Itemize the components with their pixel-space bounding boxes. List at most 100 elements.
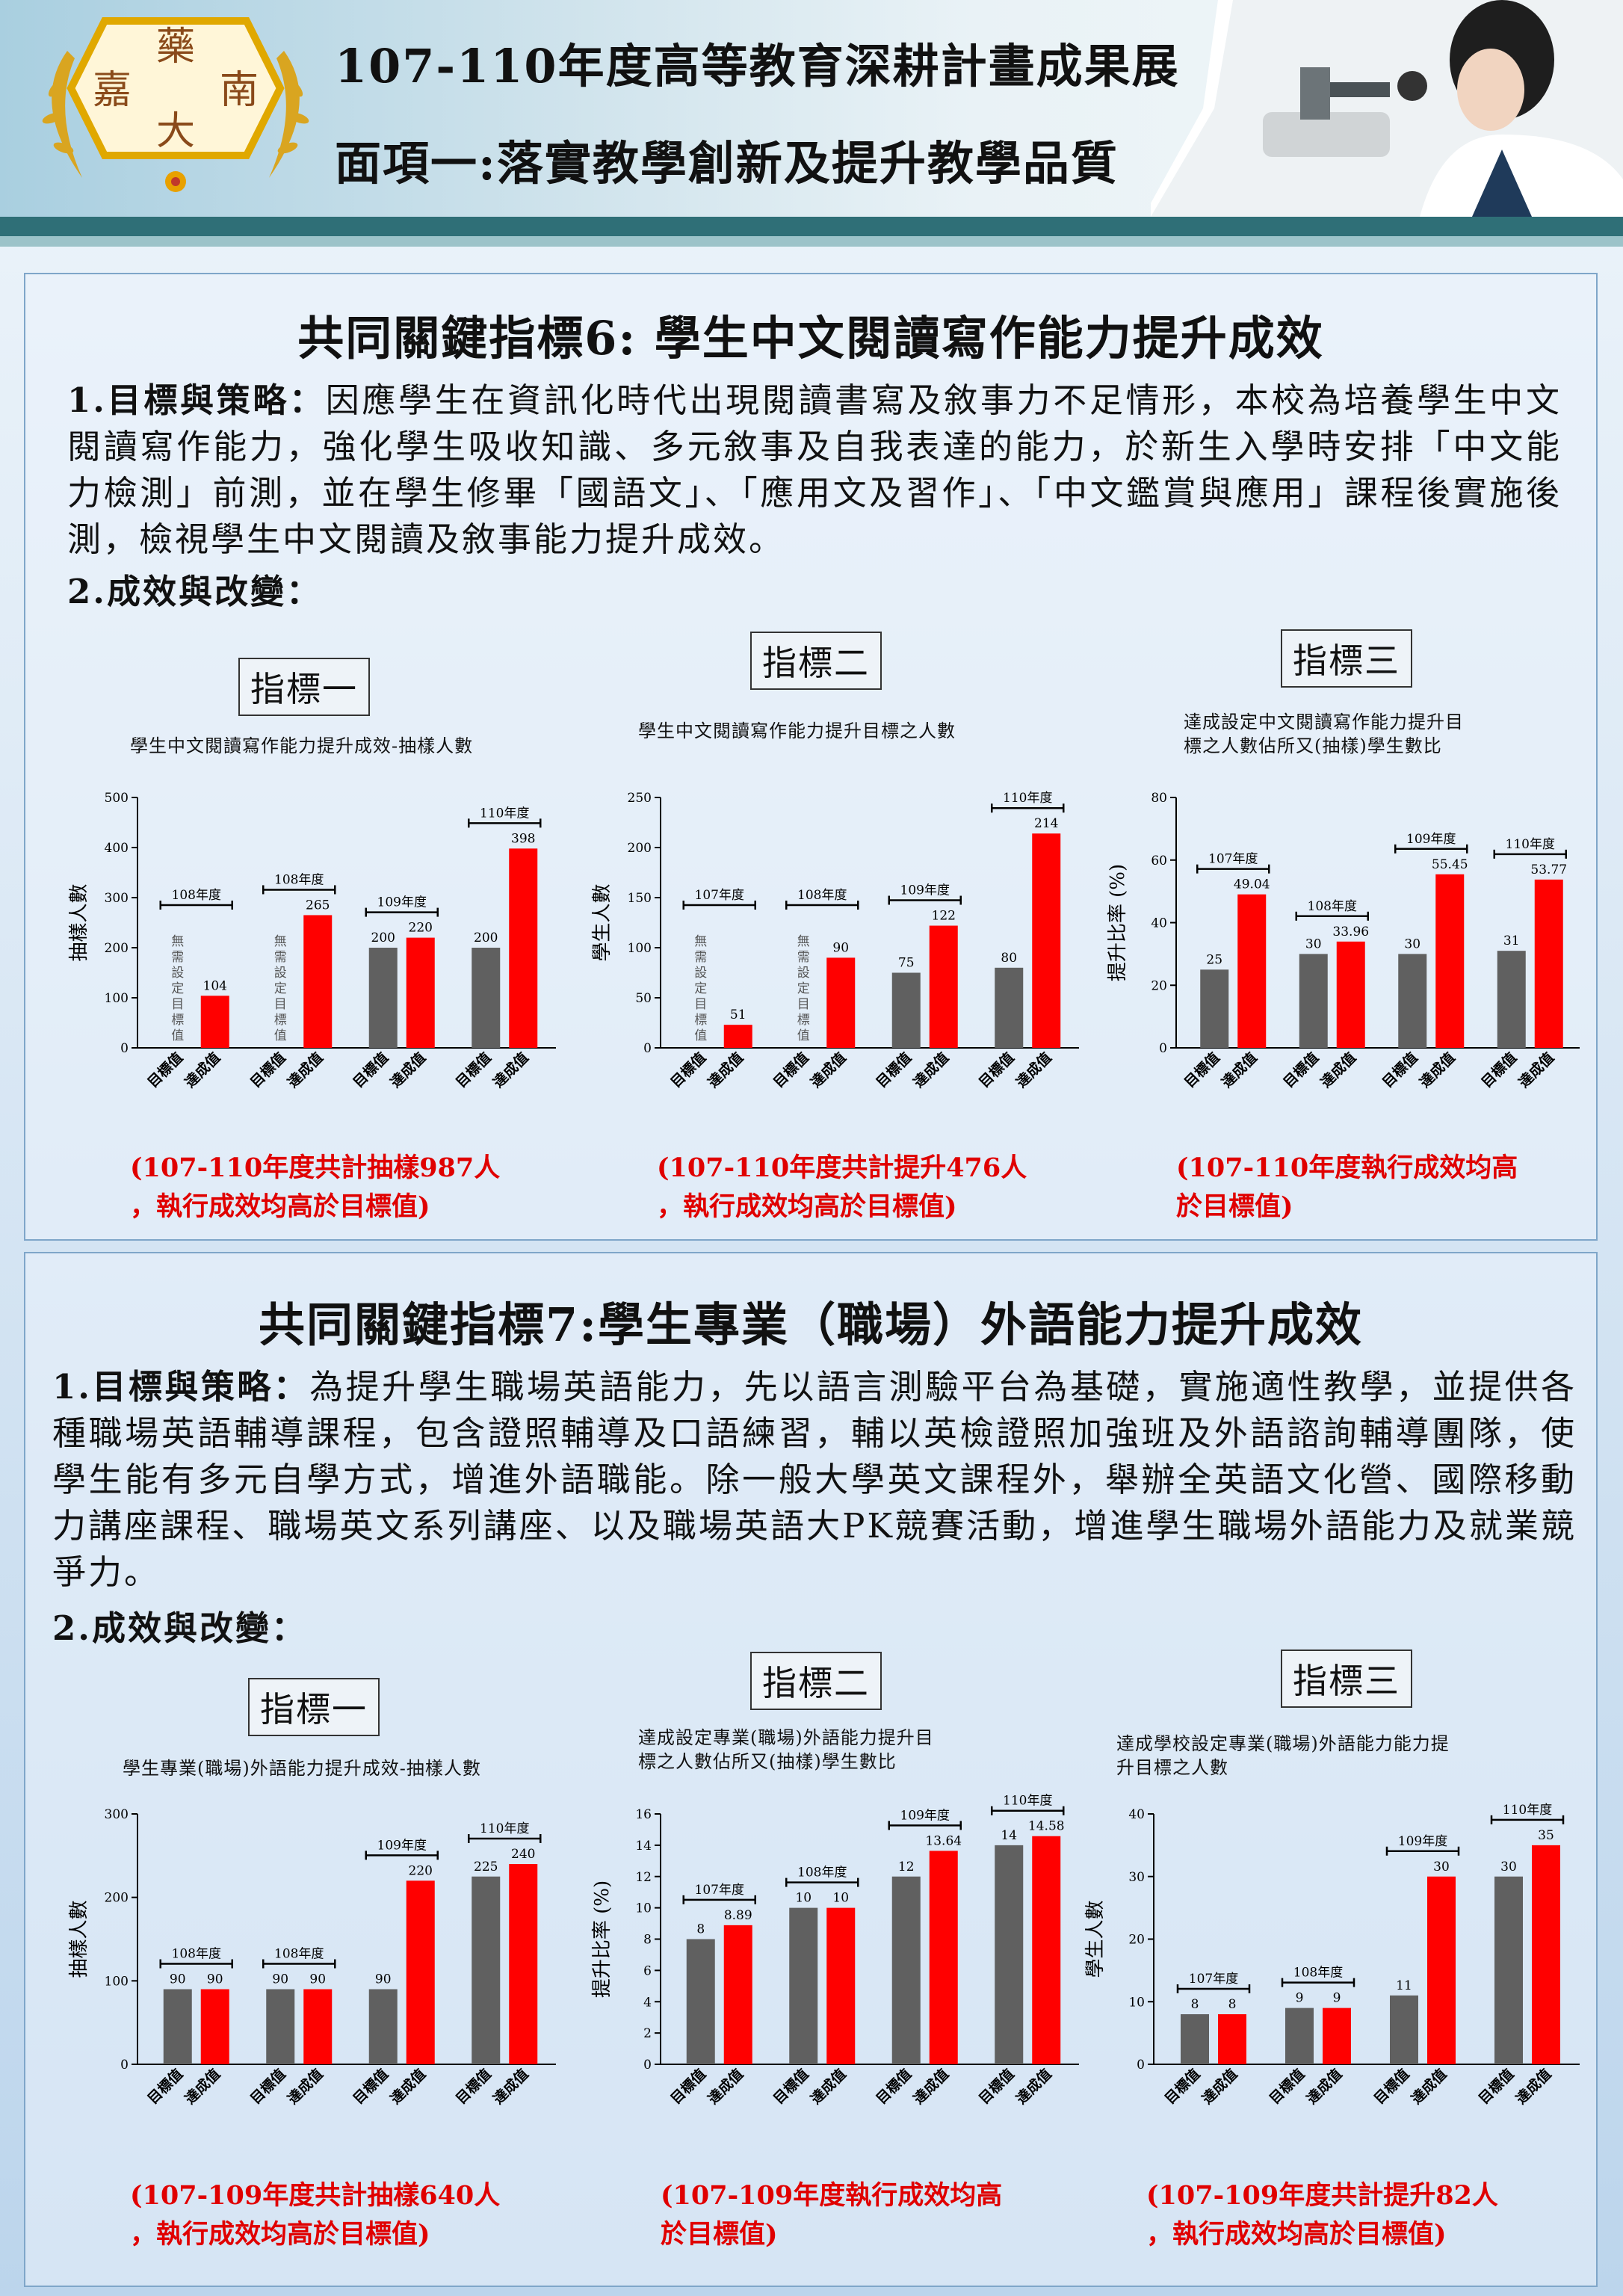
chart-title-3-line1: 達成設定中文閱讀寫作能力提升目 bbox=[1184, 712, 1464, 732]
y-tick-label: 20 bbox=[1128, 1933, 1145, 1948]
para-body: 為提升學生職場英語能力，先以語言測驗平台為基礎，實施適性教學，並提供各種職場英語… bbox=[52, 1367, 1577, 1592]
bar-target bbox=[1390, 1995, 1418, 2064]
bar-target bbox=[1497, 951, 1526, 1048]
chart-title-2: 學生中文閱讀寫作能力提升目標之人數 bbox=[638, 720, 956, 741]
y-tick-label: 10 bbox=[1128, 1995, 1145, 2010]
y-tick-label: 80 bbox=[1151, 791, 1167, 806]
year-label: 110年度 bbox=[1503, 1803, 1552, 1818]
data-label-target: 75 bbox=[898, 956, 915, 971]
target-note-char: 定 bbox=[797, 981, 810, 996]
data-label-target: 11 bbox=[1396, 1978, 1412, 1993]
target-note-char: 需 bbox=[694, 950, 707, 965]
x-category-label: 目標值 bbox=[1266, 2065, 1308, 2108]
data-label-achieved: 398 bbox=[511, 831, 535, 846]
y-tick-label: 4 bbox=[643, 1995, 652, 2010]
data-label-target: 80 bbox=[1001, 951, 1017, 966]
indicator-label-1: 指標一 bbox=[248, 1678, 380, 1736]
data-label-target: 30 bbox=[1500, 1860, 1517, 1874]
year-label: 110年度 bbox=[480, 1821, 529, 1836]
year-label: 108年度 bbox=[1308, 899, 1357, 914]
bar-target bbox=[1181, 2014, 1209, 2064]
y-axis-label: 提升比率 (%) bbox=[1107, 864, 1129, 981]
year-label: 110年度 bbox=[480, 806, 529, 821]
data-label-target: 8 bbox=[1191, 1997, 1199, 2012]
data-label-target: 8 bbox=[696, 1922, 705, 1937]
target-note-char: 標 bbox=[171, 1013, 184, 1028]
page-header: 藥 嘉 南 大 107-110年度高等教育深耕計畫成果展 面項一:落實教學創新及… bbox=[0, 0, 1623, 217]
chart-title-3-line1: 達成學校設定專業(職場)外語能力能力提 bbox=[1116, 1733, 1450, 1754]
y-tick-label: 20 bbox=[1151, 978, 1167, 993]
bar-achieved bbox=[723, 1925, 752, 2064]
target-note-char: 無 bbox=[694, 934, 707, 949]
data-label-achieved: 214 bbox=[1034, 816, 1058, 831]
y-tick-label: 0 bbox=[120, 2058, 129, 2073]
bar-target bbox=[686, 1939, 715, 2064]
summary-2-line1: (107-109年度執行成效均高 bbox=[661, 2180, 1003, 2211]
x-category-label: 達成值 bbox=[705, 2065, 747, 2108]
chart-title-1: 學生專業(職場)外語能力提升成效-抽樣人數 bbox=[123, 1758, 481, 1779]
target-note-char: 值 bbox=[694, 1028, 707, 1043]
summary-1-line2: ，執行成效均高於目標值) bbox=[130, 1191, 430, 1222]
target-note-char: 定 bbox=[171, 981, 184, 996]
y-tick-label: 300 bbox=[105, 1807, 129, 1822]
bar-achieved bbox=[406, 937, 435, 1048]
bar-target bbox=[891, 972, 921, 1048]
y-tick-label: 12 bbox=[635, 1870, 652, 1885]
chart-title-2-line1: 達成設定專業(職場)外語能力提升目 bbox=[638, 1727, 934, 1748]
y-tick-label: 500 bbox=[105, 791, 129, 806]
year-label: 108年度 bbox=[1293, 1966, 1343, 1981]
bar-achieved bbox=[929, 925, 958, 1048]
x-category-label: 目標值 bbox=[1379, 1049, 1421, 1091]
target-note-char: 需 bbox=[171, 950, 184, 965]
x-category-label: 達成值 bbox=[182, 2065, 224, 2108]
x-category-label: 目標值 bbox=[452, 2065, 495, 2108]
y-axis-label: 學生人數 bbox=[591, 883, 613, 961]
bar-target bbox=[995, 967, 1024, 1048]
data-label-target: 30 bbox=[1305, 936, 1322, 951]
y-tick-label: 50 bbox=[635, 991, 652, 1006]
year-label: 108年度 bbox=[274, 872, 324, 887]
y-tick-label: 30 bbox=[1128, 1870, 1145, 1885]
bar-achieved bbox=[509, 848, 538, 1048]
x-category-label: 目標值 bbox=[873, 1049, 915, 1091]
x-category-label: 達成值 bbox=[1199, 2065, 1241, 2108]
para-body: 因應學生在資訊化時代出現閱讀書寫及敘事力不足情形，本校為培養學生中文閱讀寫作能力… bbox=[67, 380, 1562, 559]
target-note-char: 目 bbox=[274, 997, 287, 1012]
section-paragraph: 1.目標與策略：因應學生在資訊化時代出現閱讀書寫及敘事力不足情形，本校為培養學生… bbox=[67, 377, 1562, 563]
summary-2: (107-110年度共計提升476人 ，執行成效均高於目標值) bbox=[657, 1149, 1027, 1226]
data-label-target: 25 bbox=[1206, 952, 1222, 967]
data-label-target: 30 bbox=[1404, 936, 1420, 951]
year-label: 109年度 bbox=[377, 1838, 427, 1853]
x-category-label: 目標值 bbox=[247, 2065, 289, 2108]
data-label-achieved: 90 bbox=[207, 1972, 223, 1987]
logo-char-1: 藥 bbox=[156, 25, 195, 70]
header-title-line1: 107-110年度高等教育深耕計畫成果展 bbox=[335, 39, 1180, 93]
y-tick-label: 60 bbox=[1151, 854, 1167, 868]
x-category-label: 達成值 bbox=[284, 1049, 327, 1091]
bar-achieved bbox=[1427, 1876, 1456, 2064]
y-tick-label: 150 bbox=[628, 891, 652, 906]
bar-achieved bbox=[723, 1025, 752, 1048]
summary-1-line1: (107-110年度共計抽樣987人 bbox=[130, 1152, 501, 1183]
section-title: 共同關鍵指標7:學生專業（職場）外語能力提升成效 bbox=[258, 1297, 1364, 1352]
logo-char-2: 嘉 bbox=[93, 68, 132, 113]
data-label-achieved: 14.58 bbox=[1028, 1819, 1065, 1834]
section-indicator-7: 共同關鍵指標7:學生專業（職場）外語能力提升成效 1.目標與策略：為提升學生職場… bbox=[24, 1252, 1598, 2287]
target-note-char: 需 bbox=[797, 950, 810, 965]
x-category-label: 達成值 bbox=[1512, 2065, 1555, 2108]
indicator-label-1: 指標一 bbox=[238, 658, 370, 716]
data-label-achieved: 240 bbox=[511, 1847, 535, 1862]
data-label-achieved: 55.45 bbox=[1432, 857, 1468, 872]
y-tick-label: 6 bbox=[643, 1963, 652, 1978]
summary-1: (107-110年度共計抽樣987人 ，執行成效均高於目標值) bbox=[130, 1149, 500, 1226]
x-category-label: 達成值 bbox=[1408, 2065, 1450, 2108]
y-tick-label: 40 bbox=[1128, 1807, 1145, 1822]
year-label: 107年度 bbox=[695, 1883, 744, 1898]
data-label-achieved: 33.96 bbox=[1332, 925, 1369, 939]
x-category-label: 目標值 bbox=[247, 1049, 289, 1091]
header-stripe bbox=[0, 217, 1623, 236]
bar-achieved bbox=[200, 1989, 229, 2064]
year-label: 109年度 bbox=[377, 895, 427, 910]
y-tick-label: 10 bbox=[635, 1901, 652, 1916]
